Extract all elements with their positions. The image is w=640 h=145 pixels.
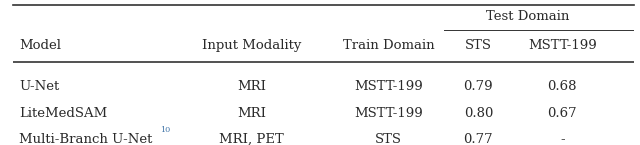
Text: MSTT-199: MSTT-199: [528, 39, 596, 52]
Text: MRI: MRI: [237, 107, 266, 120]
Text: U-Net: U-Net: [19, 80, 60, 93]
Text: 0.67: 0.67: [547, 107, 577, 120]
Text: Model: Model: [19, 39, 61, 52]
Text: 0.68: 0.68: [547, 80, 577, 93]
Text: MRI, PET: MRI, PET: [220, 133, 284, 145]
Text: Multi-Branch U-Net: Multi-Branch U-Net: [19, 133, 152, 145]
Text: STS: STS: [375, 133, 402, 145]
Text: LiteMedSAM: LiteMedSAM: [19, 107, 108, 120]
Text: Test Domain: Test Domain: [486, 10, 570, 23]
Text: MSTT-199: MSTT-199: [354, 107, 423, 120]
Text: 0.77: 0.77: [463, 133, 493, 145]
Text: -: -: [560, 133, 564, 145]
Text: MSTT-199: MSTT-199: [354, 80, 423, 93]
Text: 0.79: 0.79: [463, 80, 493, 93]
Text: MRI: MRI: [237, 80, 266, 93]
Text: 10: 10: [161, 126, 171, 134]
Text: Train Domain: Train Domain: [342, 39, 434, 52]
Text: 0.80: 0.80: [464, 107, 493, 120]
Text: STS: STS: [465, 39, 492, 52]
Text: Input Modality: Input Modality: [202, 39, 301, 52]
